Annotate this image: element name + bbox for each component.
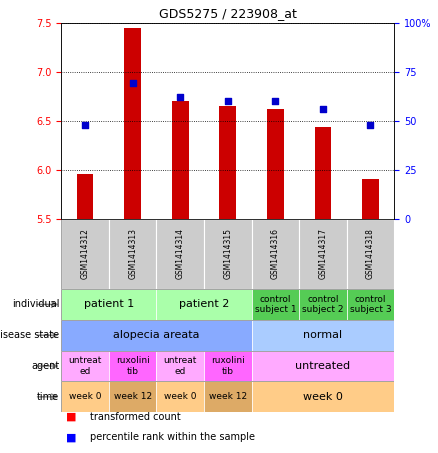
- Point: [272, 97, 279, 105]
- Point: [367, 121, 374, 128]
- Bar: [314, 126, 331, 219]
- Bar: [251, 381, 394, 412]
- Bar: [61, 381, 109, 412]
- Bar: [61, 219, 109, 289]
- Text: ■: ■: [66, 432, 76, 442]
- Bar: [251, 289, 299, 320]
- Bar: [109, 381, 156, 412]
- Point: [224, 97, 231, 105]
- Text: transformed count: transformed count: [90, 412, 180, 422]
- Title: GDS5275 / 223908_at: GDS5275 / 223908_at: [159, 7, 297, 20]
- Text: GSM1414313: GSM1414313: [128, 228, 137, 280]
- Bar: [77, 173, 93, 219]
- Bar: [109, 219, 156, 289]
- Text: GSM1414316: GSM1414316: [271, 228, 280, 280]
- Text: week 0: week 0: [303, 392, 343, 402]
- Text: ruxolini
tib: ruxolini tib: [211, 357, 245, 376]
- Text: GSM1414312: GSM1414312: [81, 228, 90, 280]
- Bar: [204, 351, 251, 381]
- Bar: [346, 219, 394, 289]
- Text: week 0: week 0: [164, 392, 197, 401]
- Text: GSM1414314: GSM1414314: [176, 228, 185, 280]
- Bar: [299, 289, 346, 320]
- Bar: [156, 289, 251, 320]
- Bar: [61, 320, 251, 351]
- Bar: [299, 219, 346, 289]
- Text: normal: normal: [303, 330, 343, 340]
- Text: GSM1414318: GSM1414318: [366, 228, 375, 280]
- Bar: [172, 101, 188, 219]
- Bar: [156, 351, 204, 381]
- Bar: [61, 351, 109, 381]
- Text: week 12: week 12: [208, 392, 247, 401]
- Bar: [156, 381, 204, 412]
- Bar: [362, 178, 379, 219]
- Text: individual: individual: [12, 299, 59, 309]
- Text: control
subject 2: control subject 2: [302, 295, 344, 314]
- Bar: [267, 109, 284, 219]
- Text: time: time: [37, 392, 59, 402]
- Text: untreat
ed: untreat ed: [68, 357, 102, 376]
- Text: patient 2: patient 2: [179, 299, 229, 309]
- Point: [129, 80, 136, 87]
- Text: alopecia areata: alopecia areata: [113, 330, 200, 340]
- Bar: [109, 351, 156, 381]
- Point: [81, 121, 88, 128]
- Text: disease state: disease state: [0, 330, 59, 340]
- Point: [177, 94, 184, 101]
- Text: percentile rank within the sample: percentile rank within the sample: [90, 432, 255, 442]
- Text: untreat
ed: untreat ed: [163, 357, 197, 376]
- Text: ruxolini
tib: ruxolini tib: [116, 357, 149, 376]
- Bar: [204, 381, 251, 412]
- Bar: [251, 219, 299, 289]
- Text: week 12: week 12: [113, 392, 152, 401]
- Bar: [61, 289, 156, 320]
- Text: GSM1414317: GSM1414317: [318, 228, 327, 280]
- Bar: [204, 219, 251, 289]
- Bar: [156, 219, 204, 289]
- Point: [319, 106, 326, 113]
- Bar: [219, 106, 236, 219]
- Text: ■: ■: [66, 412, 76, 422]
- Text: week 0: week 0: [69, 392, 101, 401]
- Text: agent: agent: [31, 361, 59, 371]
- Text: untreated: untreated: [295, 361, 350, 371]
- Text: GSM1414315: GSM1414315: [223, 228, 232, 280]
- Bar: [251, 351, 394, 381]
- Text: patient 1: patient 1: [84, 299, 134, 309]
- Bar: [124, 28, 141, 219]
- Text: control
subject 3: control subject 3: [350, 295, 391, 314]
- Bar: [251, 320, 394, 351]
- Bar: [346, 289, 394, 320]
- Text: control
subject 1: control subject 1: [254, 295, 296, 314]
